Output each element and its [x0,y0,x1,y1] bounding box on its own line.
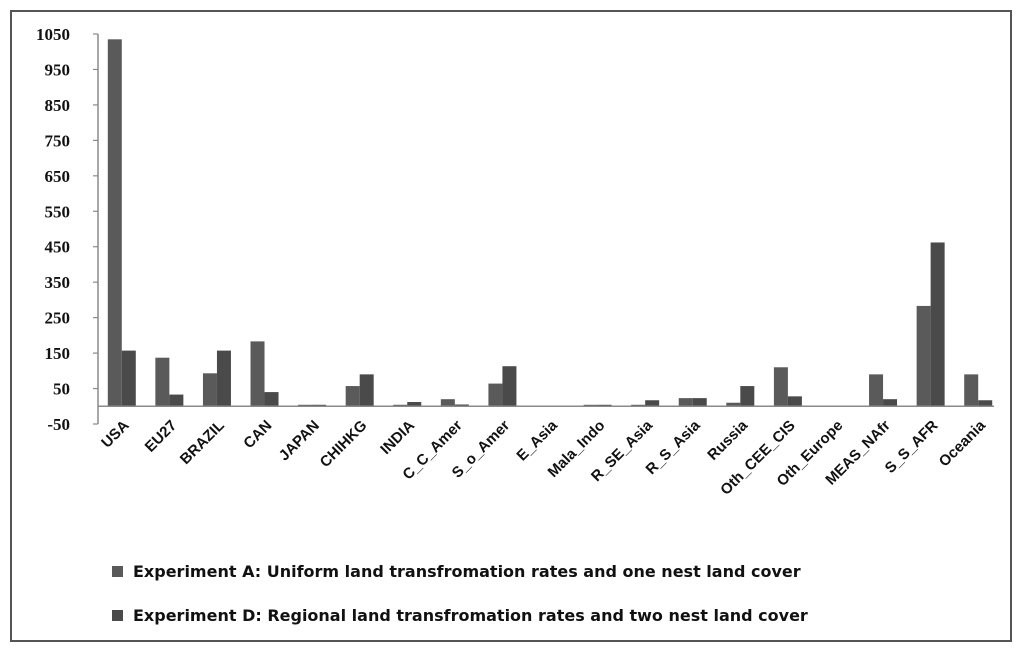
legend-item-experiment-d: Experiment D: Regional land transfromati… [112,604,808,626]
bar-experiment-a [916,305,931,407]
x-category-label: JAPAN [276,417,323,464]
y-tick-label: 250 [45,309,71,328]
bar-experiment-d [930,242,945,407]
bar-experiment-d [978,400,993,407]
bar-experiment-d [216,350,231,407]
bar-experiment-a [107,39,122,407]
x-category-label: INDIA [377,417,418,458]
bar-experiment-a [869,374,884,407]
bar-experiment-d [169,394,184,407]
legend-label-d: Experiment D: Regional land transfromati… [133,605,808,625]
x-category-label: CAN [240,417,275,452]
bar-experiment-d [121,350,136,407]
y-tick-label: 750 [45,131,71,150]
bar-experiment-d [359,374,374,407]
legend: Experiment A: Uniform land transfromatio… [112,560,808,648]
bar-experiment-a [202,373,217,407]
bars [107,39,993,407]
bar-experiment-a [678,398,693,407]
bar-experiment-d [692,398,707,407]
y-tick-label: -50 [47,415,70,434]
legend-label-a: Experiment A: Uniform land transfromatio… [133,561,801,581]
legend-item-experiment-a: Experiment A: Uniform land transfromatio… [112,560,808,582]
x-category-label: E_Asia [513,417,561,465]
bar-experiment-a [488,383,503,407]
bar-experiment-a [726,402,741,407]
x-category-label: Oceania [936,417,990,471]
y-tick-label: 150 [45,344,71,363]
bar-experiment-d [645,400,660,407]
x-category-label: EU27 [142,417,181,456]
bar-experiment-d [407,402,422,407]
bar-experiment-d [264,392,279,407]
x-category-label: CHIHKG [317,417,371,471]
bar-experiment-a [250,341,265,407]
bar-experiment-d [787,396,802,407]
y-tick-label: 550 [45,202,71,221]
bar-experiment-d [454,404,469,407]
legend-swatch-a [112,565,123,577]
x-category-label: BRAZIL [177,417,228,468]
y-axis: -50 50 150 250 350 450 550 650 750 850 950 1050 [36,25,99,434]
legend-swatch-d [112,609,123,621]
x-category-label: USA [98,417,133,452]
x-category-label: Russia [704,417,751,464]
y-tick-label: 450 [45,238,71,257]
y-tick-label: 950 [45,60,71,79]
chart-frame [10,10,1012,642]
bar-experiment-d [883,399,898,407]
y-tick-label: 650 [45,167,71,186]
bar-experiment-a [345,386,360,407]
bar-experiment-a [155,357,170,407]
y-tick-label: 1050 [36,25,70,44]
y-tick-label: 350 [45,273,71,292]
y-tick-label: 850 [45,96,71,115]
y-tick-label: 50 [53,380,70,399]
bar-experiment-a [964,374,979,407]
bar-experiment-a [773,367,788,407]
bar-experiment-a [440,399,455,407]
bar-experiment-d [502,366,517,407]
bar-experiment-d [740,386,755,407]
